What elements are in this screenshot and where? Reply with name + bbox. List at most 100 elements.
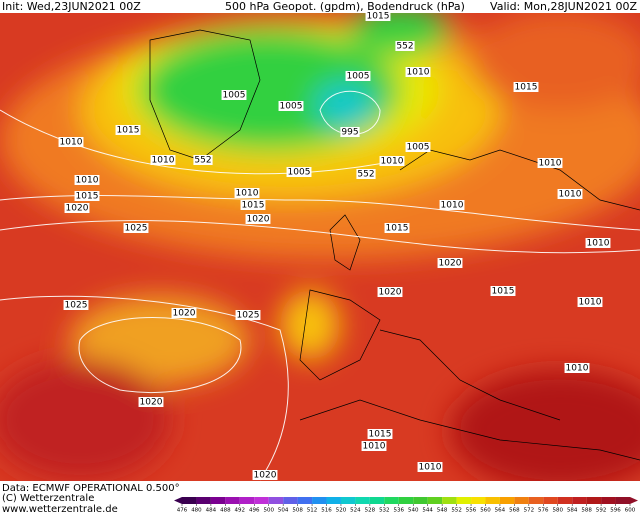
label-bg: [234, 188, 260, 198]
isobar-label: 1015: [76, 192, 99, 202]
colorbar-tick-label: 588: [581, 508, 592, 514]
label-bg: [240, 200, 266, 210]
label-bg: [245, 214, 271, 224]
isobar-label: 552: [357, 170, 374, 180]
label-bg: [278, 101, 304, 111]
data-source: Data: ECMWF OPERATIONAL 0.500°: [2, 483, 180, 494]
label-bg: [417, 462, 443, 472]
label-bg: [437, 258, 463, 268]
colorbar-tick-label: 564: [495, 508, 506, 514]
colorbar-tick-label: 544: [422, 508, 433, 514]
label-bg: [377, 287, 403, 297]
isobar-label: 1020: [173, 309, 196, 319]
colorbar-segment: [543, 497, 558, 504]
isobar-label: 1010: [587, 239, 610, 249]
label-bg: [221, 90, 247, 100]
colorbar-tick-label: 580: [552, 508, 563, 514]
colorbar-tick-label: 552: [451, 508, 462, 514]
isobar-label: 1020: [379, 288, 402, 298]
colorbar-tick-label: 556: [466, 508, 477, 514]
label-bg: [286, 167, 312, 177]
colorbar-segment: [442, 497, 457, 504]
colorbar-tick-label: 576: [538, 508, 549, 514]
isobar-label: 1010: [419, 463, 442, 473]
colorbar-tick-label: 600: [625, 508, 636, 514]
colorbar-tick-label: 496: [249, 508, 260, 514]
label-bg: [361, 441, 387, 451]
label-bg: [367, 429, 393, 439]
colorbar-tick-label: 508: [292, 508, 303, 514]
colorbar-left-arrow: [174, 497, 182, 504]
label-bg: [490, 286, 516, 296]
valid-time: Valid: Mon,28JUN2021 00Z: [490, 0, 637, 13]
colorbar-segment: [557, 497, 573, 504]
colorbar-tick-label: 488: [220, 508, 231, 514]
label-bg: [63, 300, 89, 310]
isobar-label: 1015: [369, 430, 392, 440]
label-bg: [252, 470, 278, 480]
label-bg: [345, 71, 371, 81]
isobar-label: 1005: [407, 143, 430, 153]
isobar-label: 1025: [125, 224, 148, 234]
isobar-label: 995: [341, 128, 358, 138]
colorbar-segment: [384, 497, 399, 504]
isobar-label: 1015: [367, 12, 390, 22]
colorbar-tick-label: 504: [278, 508, 289, 514]
colorbar-tick-label: 592: [596, 508, 607, 514]
colorbar-segment: [471, 497, 486, 504]
label-bg: [537, 158, 563, 168]
colorbar-segment: [413, 497, 428, 504]
isobar-label: 1010: [579, 298, 602, 308]
label-bg: [557, 189, 583, 199]
isobar-label: 1010: [363, 442, 386, 452]
isobar-label: 1015: [515, 83, 538, 93]
isobar-label: 1010: [539, 159, 562, 169]
colorbar-segment: [499, 497, 515, 504]
colorbar-tick-label: 548: [437, 508, 448, 514]
label-bg: [379, 156, 405, 166]
colorbar-tick-label: 480: [191, 508, 202, 514]
colorbar-segment: [369, 497, 385, 504]
colorbar-segment: [427, 497, 443, 504]
isobar-label: 1015: [386, 224, 409, 234]
colorbar-segment: [326, 497, 341, 504]
label-bg: [74, 175, 100, 185]
label-bg: [564, 363, 590, 373]
colorbar-tick-label: 540: [408, 508, 419, 514]
label-bg: [577, 297, 603, 307]
colorbar-tick-label: 484: [206, 508, 217, 514]
colorbar-segment: [225, 497, 240, 504]
colorbar-tick-label: 568: [509, 508, 520, 514]
isobar-label: 1020: [140, 398, 163, 408]
colorbar-tick-label: 520: [336, 508, 347, 514]
label-bg: [513, 82, 539, 92]
colorbar-segment: [268, 497, 284, 504]
isobar-label: 1020: [66, 204, 89, 214]
isobar-label: 1010: [566, 364, 589, 374]
colorbar-segment: [586, 497, 602, 504]
colorbar-segment: [601, 497, 616, 504]
isobar-label: 1005: [223, 91, 246, 101]
isobar-label: 1010: [381, 157, 404, 167]
colorbar-tick-label: 560: [480, 508, 491, 514]
colorbar-tick-label: 572: [524, 508, 535, 514]
label-bg: [64, 203, 90, 213]
colorbar-tick-label: 512: [307, 508, 318, 514]
isobar-label: 1010: [60, 138, 83, 148]
isobar-label: 552: [194, 156, 211, 166]
colorbar-segment: [182, 497, 197, 504]
isobar-label: 1010: [407, 68, 430, 78]
colorbar-segment: [514, 497, 529, 504]
colorbar-segment: [355, 497, 370, 504]
isobar-label: 1010: [441, 201, 464, 211]
colorbar-segment: [456, 497, 472, 504]
colorbar-tick-label: 528: [365, 508, 376, 514]
map-title: 500 hPa Geopot. (gpdm), Bodendruck (hPa): [225, 0, 465, 13]
isobar-label: 1020: [254, 471, 277, 481]
label-bg: [74, 191, 100, 201]
colorbar-segment: [340, 497, 356, 504]
label-bg: [171, 308, 197, 318]
isobar-label: 1015: [242, 201, 265, 211]
